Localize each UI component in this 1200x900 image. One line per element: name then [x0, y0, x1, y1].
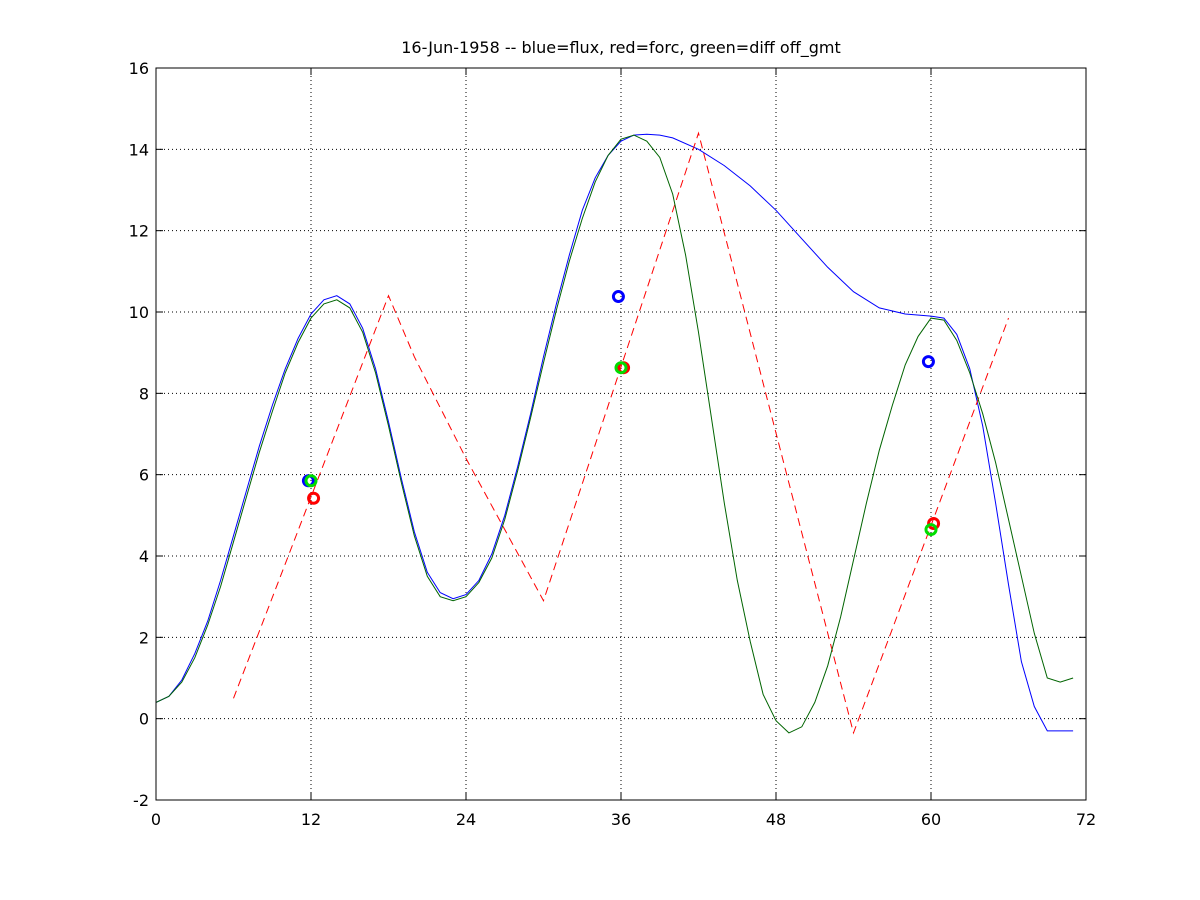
y-tick-label: 2 — [139, 628, 149, 647]
x-tick-label: 12 — [301, 810, 321, 829]
y-tick-label: 4 — [139, 547, 149, 566]
y-tick-label: 10 — [129, 303, 149, 322]
marker-point-3 — [611, 290, 625, 304]
x-tick-label: 48 — [766, 810, 786, 829]
series-line-0 — [155, 133, 1074, 732]
marker-point-1 — [304, 474, 318, 488]
marker-point-5 — [614, 361, 628, 375]
grid — [156, 68, 1086, 800]
marker-point-7 — [927, 516, 941, 530]
y-tick-label: 8 — [139, 384, 149, 403]
marker-point-2 — [307, 491, 321, 505]
marker-point-6 — [921, 355, 935, 369]
y-tick-label: 6 — [139, 466, 149, 485]
x-tick-label: 24 — [456, 810, 476, 829]
y-tick-label: 0 — [139, 710, 149, 729]
x-tick-label: 36 — [611, 810, 631, 829]
x-tick-label: 60 — [921, 810, 941, 829]
y-tick-label: 14 — [129, 140, 149, 159]
chart-title: 16-Jun-1958 -- blue=flux, red=forc, gree… — [401, 38, 841, 58]
x-tick-label: 0 — [151, 810, 161, 829]
series-group — [155, 131, 1074, 735]
y-tick-label: -2 — [133, 791, 149, 810]
series-line-2 — [155, 134, 1074, 734]
y-tick-label: 16 — [129, 59, 149, 78]
x-tick-label: 72 — [1076, 810, 1096, 829]
marker-point-8 — [924, 523, 938, 537]
plot-frame — [155, 67, 1087, 801]
markers-group — [301, 290, 941, 537]
series-line-1 — [233, 131, 1009, 735]
y-tick-label: 12 — [129, 222, 149, 241]
